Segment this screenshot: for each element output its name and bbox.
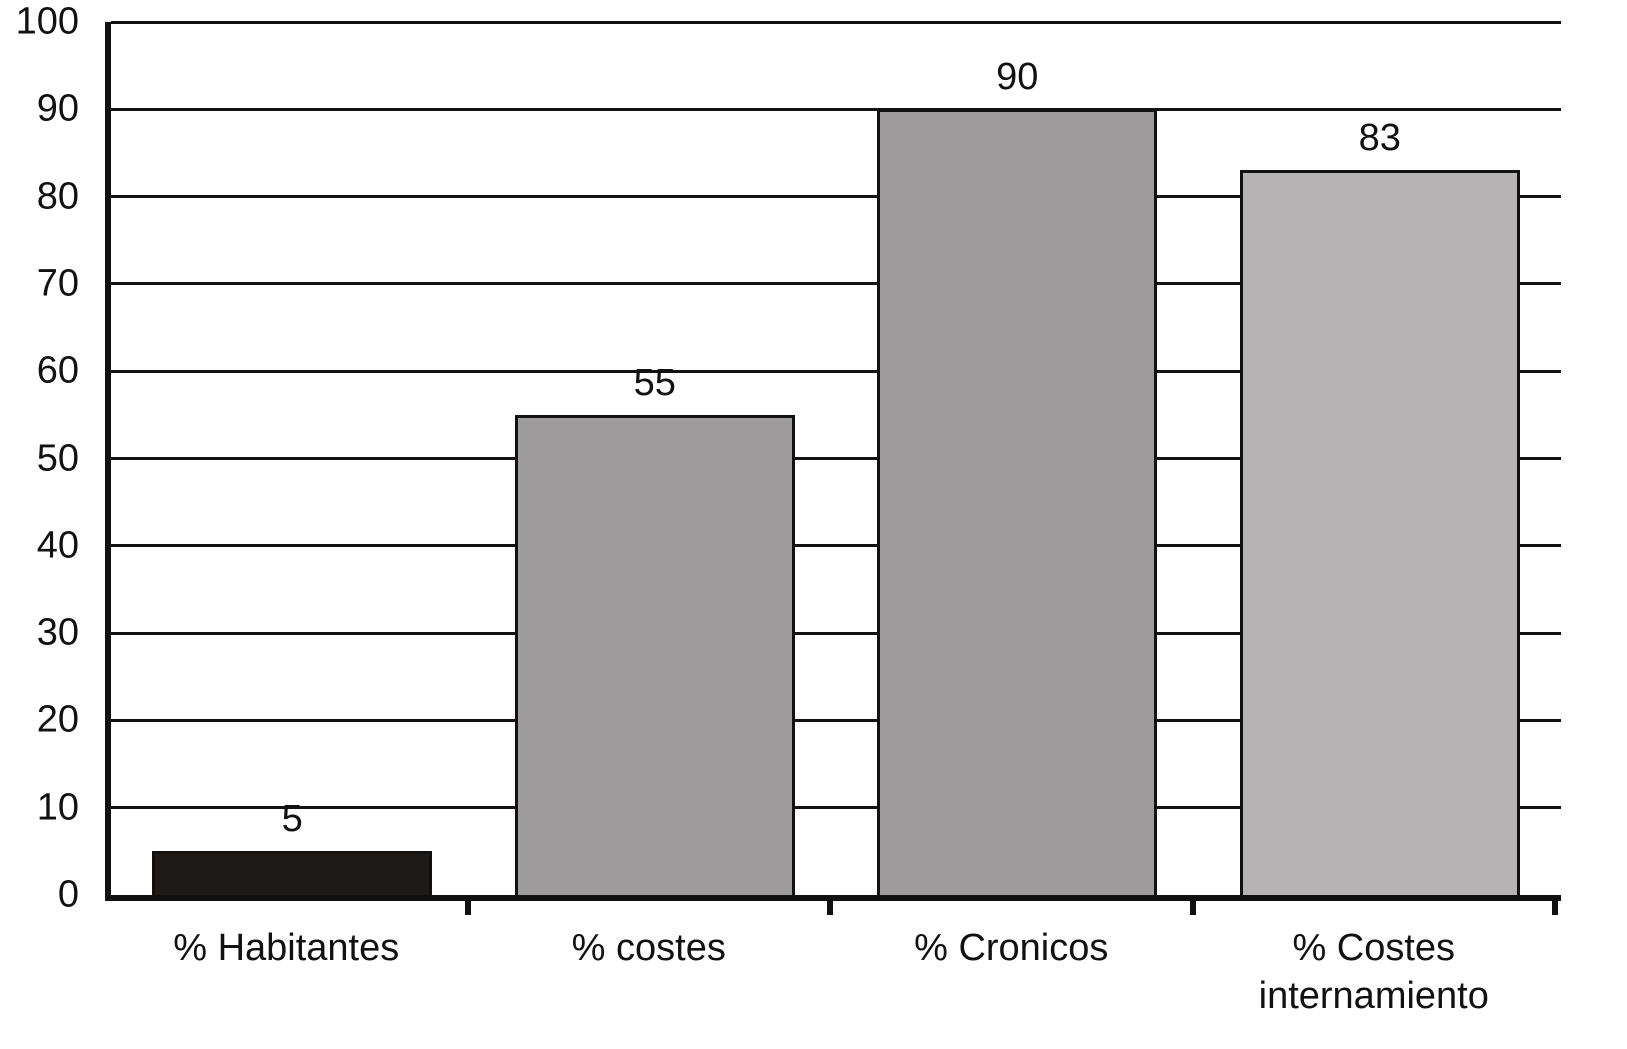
bar-value-label: 55 <box>633 361 676 404</box>
y-tick-label-text: 100 <box>15 0 79 43</box>
bar-1 <box>152 851 433 895</box>
gridline-40 <box>111 544 1561 548</box>
y-tick-label-text: 10 <box>36 786 79 829</box>
y-tick-label-text: 70 <box>36 262 79 305</box>
gridline-30 <box>111 631 1561 635</box>
gridline-20 <box>111 718 1561 722</box>
x-axis-tick <box>1189 901 1196 915</box>
x-axis-tick <box>827 901 833 915</box>
bar-value-label: 83 <box>1358 117 1401 160</box>
y-tick-label-text: 90 <box>36 87 79 130</box>
y-tick-label-text: 60 <box>36 349 79 392</box>
y-tick-label-text: 50 <box>36 437 79 479</box>
x-category-label-1: % Habitantes <box>173 927 400 969</box>
y-tick-label-text: 20 <box>36 698 79 741</box>
bar-value-label: 5 <box>281 798 303 841</box>
y-tick-label-text: 0 <box>57 873 79 916</box>
bar-value-label: 90 <box>996 56 1039 99</box>
gridline-50 <box>111 457 1561 460</box>
bar-2 <box>514 414 795 895</box>
bar-4 <box>1239 170 1520 895</box>
gridline-100 <box>111 20 1561 24</box>
x-category-label-4: % Costes internamiento <box>1258 927 1489 1017</box>
x-axis-tick <box>464 901 471 915</box>
y-tick-label-text: 80 <box>36 175 79 218</box>
gridline-60 <box>111 369 1561 373</box>
bar-3 <box>877 109 1158 895</box>
plot-area: 5 55 90 83 <box>105 20 1561 901</box>
gridline-70 <box>111 282 1561 286</box>
y-tick-label-text: 40 <box>36 524 79 567</box>
x-category-label-3: % Cronicos <box>914 927 1109 969</box>
x-axis-tick <box>1552 901 1558 915</box>
gridline-90 <box>111 107 1561 111</box>
y-tick-label-text: 30 <box>36 611 79 654</box>
gridline-10 <box>111 806 1561 810</box>
x-category-label-2: % costes <box>571 927 726 969</box>
gridline-80 <box>111 195 1561 199</box>
